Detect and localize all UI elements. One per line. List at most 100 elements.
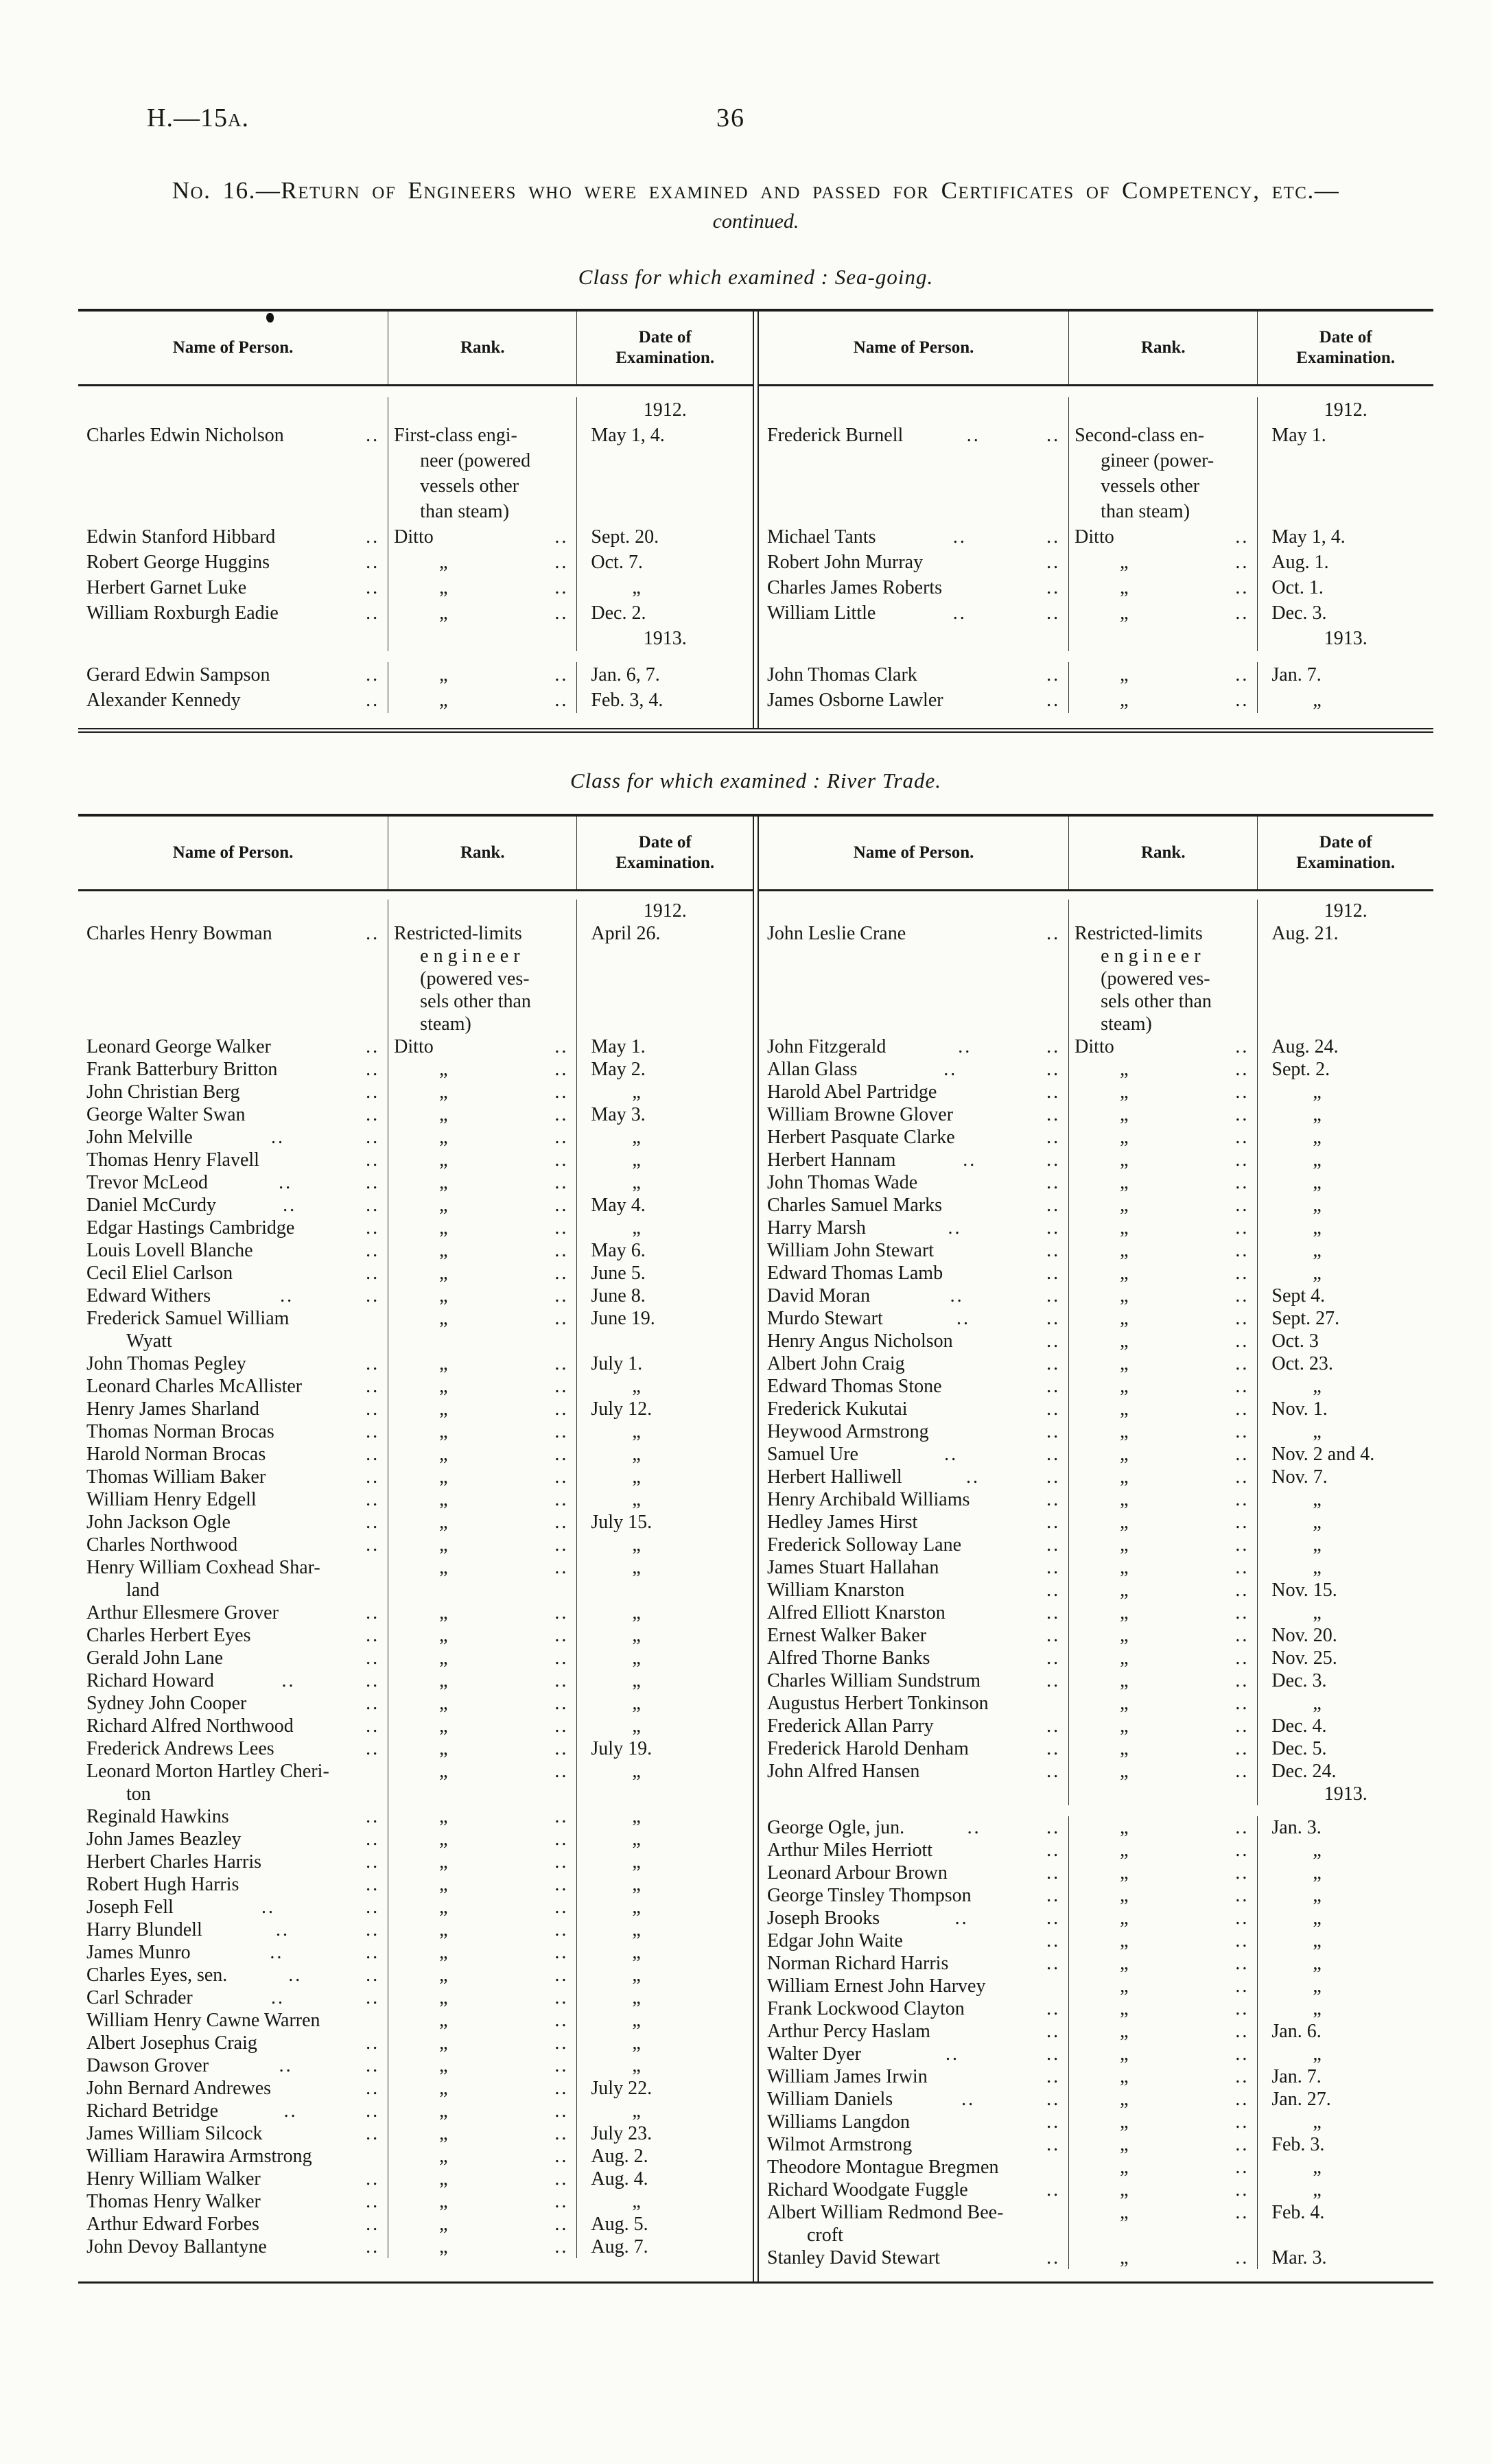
rank-cell: „.. (388, 1669, 578, 1692)
ditto-mark: „ (439, 1897, 448, 1918)
ditto-mark: „ (1313, 1885, 1322, 1906)
ditto-mark: „ (439, 1263, 448, 1284)
ditto-mark: „ (439, 1240, 448, 1261)
dot-leader: .. (1235, 1602, 1249, 1623)
rank-line: „.. (1075, 1171, 1252, 1194)
name-cell: Theodore Montague Bregmen (759, 2156, 1070, 2179)
date-cell: „ (577, 1986, 753, 2009)
dot-leader: .. (366, 1806, 380, 1827)
person-name: George Walter Swan (86, 1104, 246, 1125)
date-cell: „ (1258, 1601, 1433, 1624)
rank-line: „.. (394, 2032, 571, 2054)
date-cell: May 3. (577, 1103, 753, 1126)
person-name: William Daniels (767, 2089, 893, 2110)
ditto-mark: „ (1313, 1240, 1322, 1261)
rank-cell: „.. (388, 1488, 578, 1511)
ditto-mark: „ (439, 1104, 448, 1125)
name-line: George Tinsley Thompson.. (767, 1884, 1063, 1907)
date-cell: „ (577, 1420, 753, 1443)
col-header-label: Rank. (460, 843, 505, 862)
dot-leader: .. (1046, 1534, 1061, 1556)
dot-leader: .. (1046, 923, 1061, 944)
name-line: Richard Betridge.... (86, 2100, 382, 2122)
person-name: Frank Batterbury Britton (86, 1059, 278, 1080)
rank-cell: „.. (1069, 1975, 1258, 1997)
name-cell: Robert George Huggins.. (78, 550, 389, 575)
name-cell: Albert William Redmond Bee-croft (759, 2201, 1070, 2246)
ditto-mark: „ (1120, 1953, 1129, 1974)
person-name: Leonard Charles McAllister (86, 1376, 303, 1397)
ditto-mark: „ (1313, 2157, 1322, 2178)
dot-leader: .. (1235, 1817, 1249, 1838)
rank-line: First-class engi- (394, 425, 517, 446)
name-cell: Richard Betridge.... (78, 2100, 389, 2122)
person-name: William Harawira Armstrong (86, 2146, 312, 2167)
person-name: John Thomas Clark (767, 664, 917, 685)
date-cell: „ (577, 1828, 753, 1851)
ditto-mark: „ (632, 1670, 641, 1691)
name-cell: James Munro.... (78, 1941, 389, 1964)
name-cell: Charles Northwood.. (78, 1534, 389, 1556)
date-cell: Nov. 20. (1258, 1624, 1433, 1647)
ditto-mark: „ (632, 1829, 641, 1850)
dot-leader: .. (1235, 1263, 1249, 1284)
rank-cell: „.. (1069, 1420, 1258, 1443)
name-line: William John Stewart.. (767, 1239, 1063, 1262)
rank-cell: „.. (388, 1715, 578, 1737)
exam-date: Aug. 21. (1271, 923, 1339, 944)
rank-cell: „.. (1069, 2065, 1258, 2088)
ditto-mark: „ (1313, 1602, 1322, 1623)
date-cell: 1912. May 1, 4. (577, 397, 753, 524)
ditto-mark: „ (1313, 1421, 1322, 1442)
ditto-mark: „ (1313, 1930, 1322, 1951)
dot-leader: .. (366, 1964, 380, 1986)
name-line: Cecil Eliel Carlson.. (86, 1262, 382, 1284)
rank-cell: „.. (388, 1986, 578, 2009)
ditto-mark: „ (439, 1693, 448, 1714)
ditto-mark: „ (1313, 1104, 1322, 1125)
table-row: John Bernard Andrewes.. „.. July 22. (78, 2077, 753, 2100)
table-row: Charles Herbert Eyes.. „.. „ (78, 1624, 753, 1647)
rank-line: „.. (1075, 1692, 1252, 1715)
ditto-mark: „ (439, 1376, 448, 1397)
dot-leader: .. (1046, 1670, 1061, 1691)
person-name: Edward Thomas Lamb (767, 1263, 943, 1284)
name-line: Sydney John Cooper.. (86, 1692, 382, 1715)
ditto-mark: „ (1313, 1172, 1322, 1193)
table-half-right: Name of Person. Rank. Date of Examination.… (759, 817, 1433, 2281)
ditto-mark: „ (632, 1081, 641, 1103)
rank-line: „.. (1075, 2065, 1252, 2088)
name-cell: James William Silcock.. (78, 2122, 389, 2145)
date-cell: „ (1258, 1839, 1433, 1862)
date-cell: Jan. 6. (1258, 2020, 1433, 2043)
person-name: Herbert Charles Harris (86, 1851, 262, 1873)
rank-cell: „.. (388, 1103, 578, 1126)
date-cell: „ (1258, 1420, 1433, 1443)
rank-cell: „.. (1069, 1307, 1258, 1330)
header-row: Name of Person. Rank. Date of Examination. (759, 312, 1433, 386)
name-cell: Edward Withers.... (78, 1284, 389, 1307)
rank-text: Ditto (394, 526, 434, 548)
dot-leader: .. (1046, 1489, 1061, 1510)
date-cell: „ (1258, 1171, 1433, 1194)
dot-leader: .. (366, 1693, 380, 1714)
person-name: Thomas Henry Walker (86, 2191, 261, 2212)
rank-cell: „.. (388, 2100, 578, 2122)
dot-leader: .. (554, 1444, 569, 1465)
table-row: John Christian Berg.. „.. „ (78, 1081, 753, 1103)
date-cell: „ (1258, 1952, 1433, 1975)
table-row: Joseph Fell.... „.. „ (78, 1896, 753, 1919)
ditto-mark: „ (439, 577, 448, 598)
ditto-mark: „ (1120, 664, 1129, 685)
rank-line: „.. (1075, 1488, 1252, 1511)
person-name: Alfred Thorne Banks (767, 1647, 930, 1669)
rank-line: „.. (1075, 688, 1252, 713)
rank-line: „.. (1075, 2043, 1252, 2065)
table-row: Harry Marsh.... „.. „ (759, 1217, 1433, 1239)
table-row: William Roxburgh Eadie.. „.. Dec. 2. 1913. (78, 600, 753, 651)
rank-cell: „.. (388, 1511, 578, 1534)
table-row: Charles Samuel Marks.. „.. „ (759, 1194, 1433, 1217)
ditto-mark: „ (439, 1489, 448, 1510)
name-cell: William Browne Glover.. (759, 1103, 1070, 1126)
table-row: Theodore Montague Bregmen „.. „ (759, 2156, 1433, 2179)
